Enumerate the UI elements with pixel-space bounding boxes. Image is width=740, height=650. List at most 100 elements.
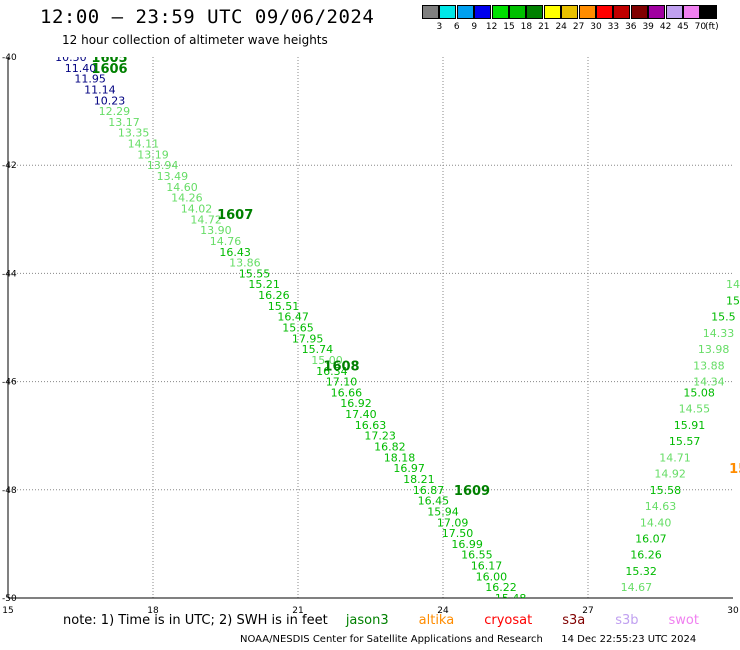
legend-label: 45 (677, 22, 689, 32)
legend-label: 3 (436, 22, 443, 32)
wave-height-label: 15.58 (650, 484, 682, 497)
credit-row: NOAA/NESDIS Center for Satellite Applica… (240, 634, 696, 645)
track-label: 1607 (217, 208, 253, 223)
wave-height-label: 16.22 (485, 581, 517, 594)
wave-height-label: 15.65 (282, 322, 314, 335)
legend-label: 24 (555, 22, 567, 32)
legend-swatch (491, 5, 509, 19)
wave-height-label: 16.66 (331, 386, 363, 399)
wave-height-label: 13.94 (147, 159, 179, 172)
legend-label: 9 (471, 22, 478, 32)
legend-swatch (509, 5, 526, 19)
wave-height-label: 15.21 (248, 278, 280, 291)
wave-height-label: 15.32 (625, 565, 657, 578)
wave-height-label: 15.00 (311, 354, 343, 367)
wave-height-label: 16.82 (374, 441, 406, 454)
wave-height-label: 16.00 (476, 570, 508, 583)
wave-height-label: 16.07 (635, 532, 667, 545)
wave-height-label: 15.55 (239, 267, 271, 280)
wave-height-label: 14.40 (640, 516, 672, 529)
wave-height-label: 13.19 (137, 148, 169, 161)
wave-height-label: 17.95 (292, 332, 324, 345)
page-title: 12:00 – 23:59 UTC 09/06/2024 (40, 6, 375, 28)
x-tick-label: 30 (727, 606, 739, 616)
legend-swatch (543, 5, 561, 19)
legend-swatch (526, 5, 544, 19)
wave-height-label: 14 (726, 278, 740, 291)
satellite-list: jason3 altika cryosat s3a s3b swot (332, 613, 699, 628)
wave-height-label: 16.47 (277, 311, 309, 324)
wave-height-label: 13.35 (118, 127, 150, 140)
wave-height-label: 13.17 (108, 116, 140, 129)
satellite-cryosat: cryosat (484, 613, 533, 628)
wave-height-label: 16.99 (451, 538, 483, 551)
wave-height-label: 11.14 (84, 83, 116, 96)
note-row: note: 1) Time is in UTC; 2) SWH is in fe… (63, 613, 699, 628)
x-tick-label: 18 (147, 606, 159, 616)
wave-height-label: 13.49 (157, 170, 189, 183)
wave-height-label: 16.43 (219, 246, 251, 259)
wave-height-label: 17.09 (437, 516, 469, 529)
legend-swatch (422, 5, 439, 19)
wave-height-label: 13.30 (616, 597, 648, 610)
wave-height-label: 16.26 (258, 289, 290, 302)
wave-height-label: 17.23 (364, 430, 396, 443)
wave-height-label: 15.5 (711, 311, 736, 324)
legend-label: 30 (590, 22, 602, 32)
y-tick-label: -48 (2, 486, 17, 496)
wave-height-label: 15.51 (268, 300, 300, 313)
legend-label: 39 (642, 22, 654, 32)
wave-height-label: 15.08 (683, 386, 715, 399)
legend-swatch (630, 5, 648, 19)
x-tick-label: 27 (582, 606, 593, 616)
legend-swatch (665, 5, 683, 19)
wave-height-label: 15.94 (427, 505, 459, 518)
wave-height-label: 13.88 (693, 359, 725, 372)
wave-height-label: 14.60 (166, 181, 198, 194)
wave-height-label: 16.26 (630, 549, 662, 562)
legend-label: 15 (503, 22, 515, 32)
wave-height-label: 17.40 (345, 408, 377, 421)
wave-height-label: 15.74 (302, 343, 334, 356)
track-label: 1605 (91, 51, 127, 66)
credit-timestamp: 14 Dec 22:55:23 UTC 2024 (561, 634, 697, 645)
satellite-altika: altika (418, 613, 455, 628)
wave-height-label: 18.21 (403, 473, 435, 486)
wave-height-label: 14.11 (128, 138, 160, 151)
wave-height-label: 16.87 (413, 484, 445, 497)
wave-height-label: 14.02 (181, 202, 213, 215)
wave-height-label: 16.17 (471, 560, 503, 573)
legend-swatch (439, 5, 457, 19)
wave-height-label: 18.18 (384, 451, 416, 464)
page-subtitle: 12 hour collection of altimeter wave hei… (62, 33, 328, 47)
legend-label: 18 (520, 22, 533, 32)
wave-height-label: 11.95 (74, 73, 106, 86)
legend-swatch (700, 5, 718, 19)
wave-height-label: 14.55 (679, 403, 711, 416)
wave-height-label: 14.34 (693, 376, 725, 389)
data-layer: 10.5011.4011.9511.1410.2312.2913.1713.35… (55, 51, 740, 610)
legend-swatch (648, 5, 666, 19)
wave-height-label: 16.92 (340, 397, 372, 410)
credit-text: NOAA/NESDIS Center for Satellite Applica… (240, 634, 543, 645)
wave-height-label: 15 (726, 294, 740, 307)
y-tick-label: -42 (2, 161, 17, 171)
wave-height-label: 14.63 (645, 500, 677, 513)
x-tick-label: 15 (2, 606, 13, 616)
legend-label: 12 (485, 22, 498, 32)
wave-height-label: 14.26 (171, 192, 203, 205)
track-label: 152 (729, 462, 740, 477)
legend-label: 36 (625, 22, 637, 32)
wave-height-label: 15.91 (674, 419, 706, 432)
y-tick-label: -46 (2, 378, 17, 388)
legend-swatch (561, 5, 579, 19)
legend-label: 21 (538, 22, 550, 32)
wave-height-label: 16.45 (418, 495, 450, 508)
wave-height-label: 15.57 (669, 435, 701, 448)
wave-height-label: 16.55 (461, 549, 493, 562)
wave-height-label: 14.71 (659, 451, 691, 464)
wave-height-label: 16.34 (316, 365, 348, 378)
wave-height-label: 14.92 (654, 468, 686, 481)
legend-swatch (683, 5, 700, 19)
